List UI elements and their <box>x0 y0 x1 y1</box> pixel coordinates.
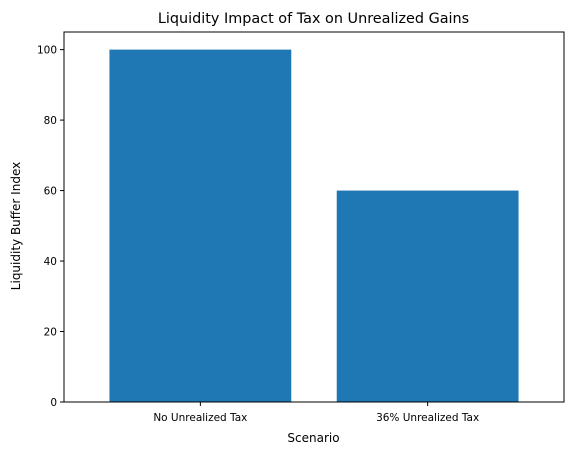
y-ticks-group: 0 20 40 60 80 100 <box>37 45 64 409</box>
chart-title: Liquidity Impact of Tax on Unrealized Ga… <box>158 11 469 27</box>
y-axis-label: Liquidity Buffer Index <box>9 162 23 290</box>
bar-1 <box>336 190 519 402</box>
plot-frame <box>63 31 565 403</box>
y-tick-label: 80 <box>44 115 57 127</box>
y-tick-label: 100 <box>37 45 57 57</box>
axes-group <box>63 31 565 403</box>
y-tick-label: 60 <box>44 186 57 198</box>
y-tick-label: 0 <box>50 397 57 409</box>
y-tick-label: 20 <box>44 327 57 339</box>
bar-0 <box>109 49 292 402</box>
bars-group <box>109 49 519 402</box>
x-tick-label: No Unrealized Tax <box>153 412 247 424</box>
x-ticks-group: No Unrealized Tax 36% Unrealized Tax <box>153 402 479 424</box>
y-tick-label: 40 <box>44 256 57 268</box>
x-tick-label: 36% Unrealized Tax <box>376 412 479 424</box>
x-axis-label: Scenario <box>287 431 339 445</box>
